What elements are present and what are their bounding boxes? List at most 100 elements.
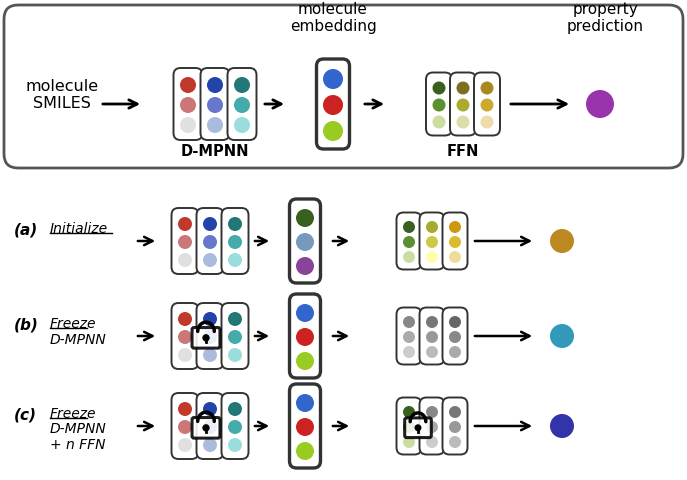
FancyBboxPatch shape [442, 397, 467, 455]
FancyBboxPatch shape [172, 393, 199, 459]
FancyBboxPatch shape [420, 308, 444, 365]
Circle shape [449, 436, 461, 448]
FancyBboxPatch shape [289, 384, 321, 468]
Text: (a): (a) [14, 222, 38, 237]
FancyBboxPatch shape [474, 73, 500, 136]
Circle shape [403, 252, 415, 264]
Circle shape [178, 402, 192, 416]
Circle shape [296, 257, 314, 276]
Circle shape [456, 116, 469, 129]
Circle shape [296, 418, 314, 436]
Circle shape [296, 442, 314, 460]
Circle shape [426, 316, 438, 328]
Circle shape [433, 99, 445, 112]
Circle shape [207, 78, 223, 94]
Circle shape [296, 328, 314, 346]
Circle shape [203, 438, 217, 452]
Circle shape [296, 210, 314, 228]
Circle shape [178, 348, 192, 362]
Circle shape [178, 217, 192, 231]
Circle shape [550, 414, 574, 438]
Text: (b): (b) [14, 317, 39, 332]
FancyBboxPatch shape [172, 209, 199, 275]
Circle shape [296, 304, 314, 323]
Circle shape [228, 236, 242, 250]
Circle shape [449, 252, 461, 264]
Circle shape [228, 348, 242, 362]
Circle shape [426, 331, 438, 343]
Circle shape [178, 253, 192, 267]
Circle shape [228, 420, 242, 434]
FancyBboxPatch shape [396, 308, 422, 365]
Circle shape [234, 118, 250, 134]
Circle shape [296, 394, 314, 412]
Circle shape [228, 330, 242, 344]
Circle shape [449, 406, 461, 418]
FancyBboxPatch shape [201, 69, 229, 141]
Circle shape [426, 346, 438, 358]
Text: D-MPNN: D-MPNN [181, 144, 249, 159]
Text: FFN: FFN [447, 144, 480, 159]
FancyBboxPatch shape [289, 294, 321, 378]
Circle shape [202, 335, 210, 342]
FancyBboxPatch shape [221, 393, 249, 459]
Circle shape [180, 118, 196, 134]
Circle shape [203, 402, 217, 416]
Circle shape [207, 98, 223, 114]
FancyBboxPatch shape [196, 303, 223, 369]
FancyBboxPatch shape [196, 393, 223, 459]
Circle shape [180, 98, 196, 114]
Text: Freeze: Freeze [50, 316, 96, 330]
Circle shape [228, 438, 242, 452]
Circle shape [203, 217, 217, 231]
Circle shape [323, 96, 343, 116]
Circle shape [456, 99, 469, 112]
Circle shape [228, 217, 242, 231]
FancyBboxPatch shape [289, 200, 321, 283]
Circle shape [203, 420, 217, 434]
Circle shape [178, 438, 192, 452]
Circle shape [433, 116, 445, 129]
FancyBboxPatch shape [442, 213, 467, 270]
Circle shape [426, 406, 438, 418]
Text: molecule
SMILES: molecule SMILES [25, 79, 98, 111]
Circle shape [550, 229, 574, 253]
Circle shape [403, 237, 415, 249]
Circle shape [456, 83, 469, 96]
FancyBboxPatch shape [450, 73, 476, 136]
Circle shape [403, 406, 415, 418]
Circle shape [323, 70, 343, 90]
Text: D-MPNN: D-MPNN [50, 421, 106, 435]
Circle shape [207, 118, 223, 134]
Circle shape [178, 420, 192, 434]
Circle shape [178, 312, 192, 326]
Text: property
prediction: property prediction [567, 2, 644, 34]
Circle shape [414, 424, 422, 432]
Circle shape [323, 122, 343, 142]
FancyBboxPatch shape [405, 418, 431, 438]
Circle shape [180, 78, 196, 94]
Circle shape [480, 83, 493, 96]
FancyBboxPatch shape [442, 308, 467, 365]
Circle shape [203, 330, 217, 344]
Circle shape [202, 424, 210, 432]
FancyBboxPatch shape [396, 213, 422, 270]
FancyBboxPatch shape [192, 418, 220, 438]
FancyBboxPatch shape [221, 303, 249, 369]
FancyBboxPatch shape [396, 397, 422, 455]
Circle shape [234, 78, 250, 94]
Text: (c): (c) [14, 407, 37, 421]
Circle shape [426, 252, 438, 264]
Circle shape [203, 312, 217, 326]
Circle shape [433, 83, 445, 96]
Circle shape [228, 402, 242, 416]
Circle shape [296, 233, 314, 252]
Text: D-MPNN: D-MPNN [50, 332, 106, 346]
Circle shape [426, 436, 438, 448]
FancyBboxPatch shape [221, 209, 249, 275]
Circle shape [228, 253, 242, 267]
Circle shape [178, 330, 192, 344]
Text: + n FFN: + n FFN [50, 437, 106, 451]
FancyBboxPatch shape [172, 303, 199, 369]
Circle shape [426, 421, 438, 433]
